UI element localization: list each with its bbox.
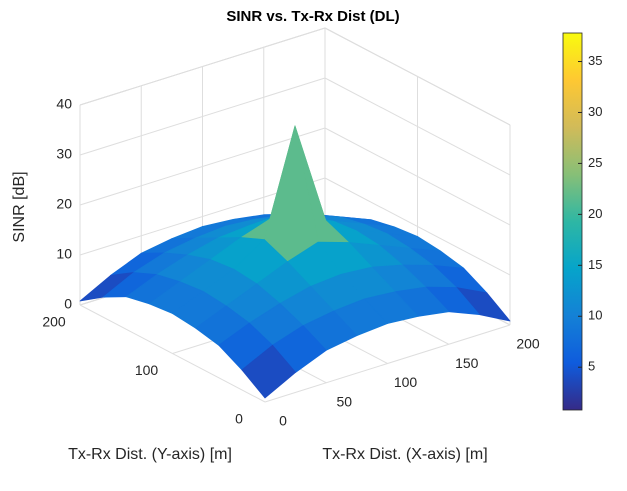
x-tick-label: 0 [279,413,287,429]
x-axis-label: Tx-Rx Dist. (X-axis) [m] [322,446,487,463]
surface-patch [241,344,297,399]
y-tick-label: 100 [135,362,159,378]
y-tick-label: 0 [235,411,243,427]
z-tick-label: 10 [56,246,72,262]
z-axis-label: SINR [dB] [11,171,28,242]
y-axis-label: Tx-Rx Dist. (Y-axis) [m] [68,446,232,463]
z-tick-label: 40 [56,96,72,112]
colorbar-tick-label: 30 [588,104,602,119]
surface [79,125,511,399]
colorbar-tick-label: 35 [588,53,602,68]
colorbar [562,32,583,411]
z-tick-label: 20 [56,196,72,212]
z-tick-label: 30 [56,146,72,162]
grid-line [264,324,511,403]
colorbar-tick-label: 20 [588,206,602,221]
colorbar-tick-label: 5 [588,359,595,374]
z-tick-label: 0 [64,296,72,312]
x-tick-label: 50 [336,393,352,409]
colorbar-tick-label: 10 [588,308,602,323]
colorbar-tick-label: 15 [588,257,602,272]
chart-title: SINR vs. Tx-Rx Dist (DL) [226,8,399,25]
x-tick-label: 100 [394,374,418,390]
x-tick-label: 150 [455,355,479,371]
colorbar-tick-label: 25 [588,155,602,170]
x-tick-label: 200 [516,336,540,352]
y-tick-label: 200 [42,314,66,330]
